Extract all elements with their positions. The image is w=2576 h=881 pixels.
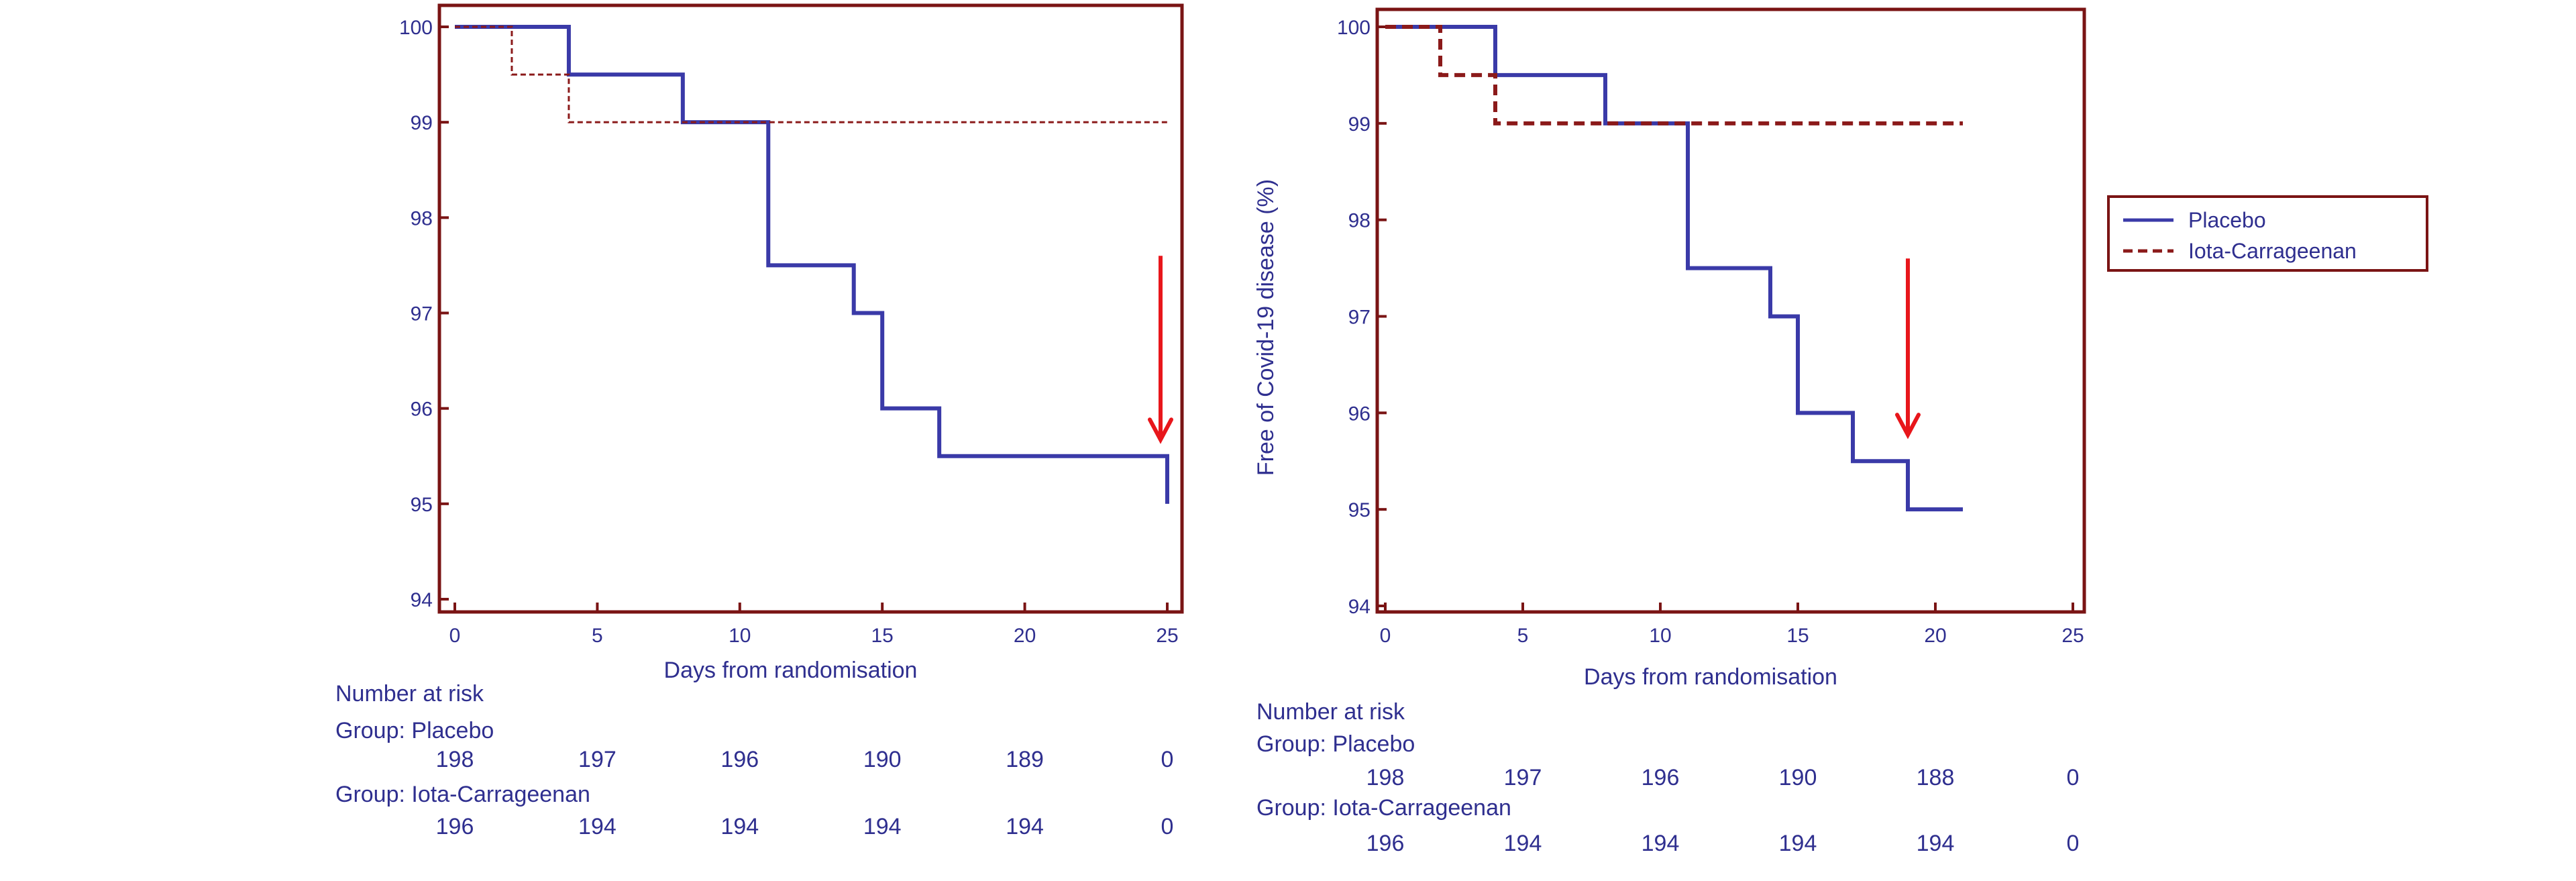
risk-value: 188 bbox=[1917, 765, 1955, 790]
risk-table-title: Number at risk bbox=[335, 681, 484, 707]
x-tick-label: 20 bbox=[1924, 625, 1946, 647]
x-tick-label: 15 bbox=[1786, 625, 1809, 647]
risk-table: Number at risk Group: Placebo 198 197 196 190… bbox=[335, 681, 1173, 839]
x-tick-label: 25 bbox=[1156, 625, 1178, 647]
risk-value: 194 bbox=[1917, 831, 1955, 856]
risk-value: 197 bbox=[1504, 765, 1542, 790]
x-tick-label: 20 bbox=[1014, 625, 1036, 647]
risk-value: 0 bbox=[2067, 831, 2080, 856]
risk-value: 196 bbox=[436, 814, 474, 839]
y-tick-label: 95 bbox=[1348, 499, 1371, 521]
y-tick-label: 96 bbox=[411, 399, 433, 421]
risk-value: 0 bbox=[1161, 747, 1174, 772]
y-tick-label: 94 bbox=[411, 589, 433, 611]
risk-value: 194 bbox=[720, 814, 759, 839]
series-line-iota-carrageenan bbox=[455, 25, 1167, 123]
x-tick-label: 0 bbox=[449, 625, 461, 647]
y-tick-label: 95 bbox=[411, 494, 433, 516]
risk-value: 198 bbox=[1366, 765, 1405, 790]
series-line-placebo bbox=[1385, 25, 1963, 512]
risk-value: 194 bbox=[1779, 831, 1817, 856]
y-tick-label: 96 bbox=[1348, 403, 1371, 425]
x-tick-label: 5 bbox=[1517, 625, 1529, 647]
risk-value: 194 bbox=[863, 814, 902, 839]
series-line-iota-carrageenan bbox=[1385, 25, 1963, 125]
risk-value: 194 bbox=[578, 814, 616, 839]
risk-value: 196 bbox=[1366, 831, 1405, 856]
annotation-arrow-head bbox=[1148, 417, 1173, 444]
risk-value: 189 bbox=[1006, 747, 1044, 772]
y-tick-label: 97 bbox=[1348, 307, 1371, 329]
annotation-arrow-head bbox=[1895, 413, 1921, 439]
risk-value: 194 bbox=[1504, 831, 1542, 856]
x-tick-label: 15 bbox=[871, 625, 894, 647]
x-tick-label: 0 bbox=[1380, 625, 1391, 647]
risk-value: 197 bbox=[578, 747, 616, 772]
risk-value: 194 bbox=[1642, 831, 1680, 856]
risk-value: 0 bbox=[2067, 765, 2080, 790]
plot-frame bbox=[437, 3, 1184, 614]
chart-2: 94 95 96 97 98 99 100 0 5 10 15 20 25 Days from rando… bbox=[1253, 7, 2428, 856]
risk-table: Number at risk Group: Placebo 198 197 196 190… bbox=[1256, 699, 2079, 856]
x-axis-label: Days from randomisation bbox=[1584, 664, 1837, 690]
legend-frame bbox=[2107, 195, 2428, 272]
risk-group-label: Group: Iota-Carrageenan bbox=[1256, 795, 1511, 821]
x-axis-label: Days from randomisation bbox=[664, 658, 918, 683]
risk-group-label: Group: Iota-Carrageenan bbox=[335, 782, 590, 807]
risk-value: 190 bbox=[1779, 765, 1817, 790]
risk-value: 196 bbox=[720, 747, 759, 772]
x-tick-label: 25 bbox=[2061, 625, 2084, 647]
x-tick-label: 10 bbox=[729, 625, 751, 647]
y-tick-label: 100 bbox=[399, 17, 433, 39]
legend-label: Iota-Carrageenan bbox=[2188, 239, 2357, 263]
risk-value: 0 bbox=[1161, 814, 1174, 839]
x-tick-label: 10 bbox=[1649, 625, 1671, 647]
y-tick-label: 94 bbox=[1348, 596, 1371, 618]
chart-1: 94 95 96 97 98 99 100 0 5 10 15 20 25 Days from rando… bbox=[335, 3, 1184, 839]
y-tick-label: 98 bbox=[411, 207, 433, 229]
risk-group-label: Group: Placebo bbox=[1256, 731, 1415, 757]
y-axis-label: Free of Covid-19 disease (%) bbox=[1253, 179, 1279, 476]
risk-table-title: Number at risk bbox=[1256, 699, 1405, 725]
series-line-placebo bbox=[455, 25, 1169, 504]
y-tick-label: 99 bbox=[1348, 113, 1371, 136]
risk-value: 198 bbox=[436, 747, 474, 772]
y-tick-label: 99 bbox=[411, 112, 433, 134]
legend: Placebo Iota-Carrageenan bbox=[2107, 195, 2428, 272]
risk-value: 196 bbox=[1642, 765, 1680, 790]
y-tick-label: 98 bbox=[1348, 210, 1371, 232]
y-tick-label: 97 bbox=[411, 303, 433, 325]
y-tick-label: 100 bbox=[1337, 17, 1371, 39]
plot-frame bbox=[1375, 7, 2086, 614]
risk-group-label: Group: Placebo bbox=[335, 718, 494, 743]
risk-value: 190 bbox=[863, 747, 902, 772]
x-tick-label: 5 bbox=[592, 625, 603, 647]
legend-label: Placebo bbox=[2188, 208, 2266, 232]
risk-value: 194 bbox=[1006, 814, 1044, 839]
